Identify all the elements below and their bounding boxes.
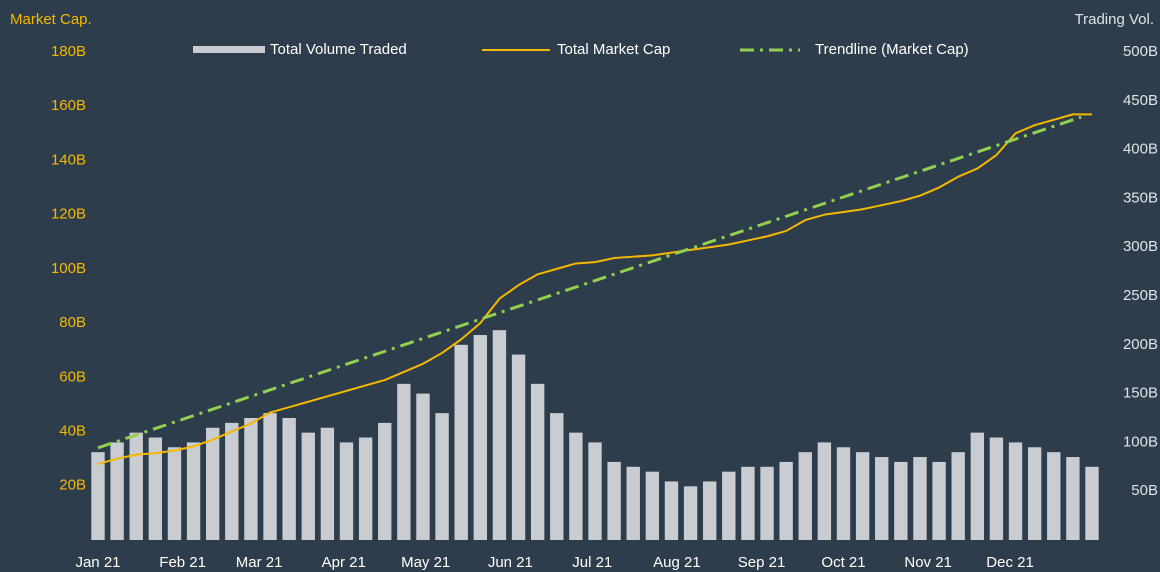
bar <box>206 427 220 540</box>
bar <box>435 413 449 540</box>
legend-label: Total Volume Traded <box>270 41 407 58</box>
y-axis-label: Market Cap. <box>10 11 92 28</box>
bar <box>492 330 507 540</box>
bar <box>473 335 487 540</box>
bar <box>167 447 182 540</box>
x-tick-label: Oct 21 <box>821 554 865 571</box>
bar <box>894 461 908 540</box>
y2-tick-label: 450B <box>1123 92 1158 109</box>
bar <box>244 418 258 540</box>
bar <box>722 471 736 540</box>
bar <box>186 442 201 540</box>
bar <box>301 432 315 540</box>
x-tick-label: Dec 21 <box>986 554 1034 571</box>
legend-label: Total Market Cap <box>557 41 670 58</box>
bar <box>320 427 335 540</box>
bar <box>378 422 392 540</box>
bar <box>397 383 411 540</box>
bar <box>416 393 430 540</box>
x-tick-label: Jan 21 <box>75 554 120 571</box>
y-tick-label: 140B <box>51 151 86 168</box>
bar <box>645 471 660 540</box>
y2-tick-label: 500B <box>1123 43 1158 60</box>
bar <box>1085 466 1099 540</box>
x-tick-label: Jul 21 <box>572 554 612 571</box>
y2-axis-label: Trading Vol. <box>1075 11 1155 28</box>
y-tick-label: 100B <box>51 260 86 277</box>
bar <box>683 486 698 540</box>
y2-tick-label: 50B <box>1131 482 1158 499</box>
bar <box>855 452 870 540</box>
bar <box>741 466 755 540</box>
x-tick-label: Nov 21 <box>904 554 952 571</box>
x-tick-label: Feb 21 <box>159 554 206 571</box>
y2-tick-label: 300B <box>1123 238 1158 255</box>
bar <box>511 354 526 540</box>
bar <box>358 437 373 540</box>
y-tick-label: 60B <box>59 368 86 385</box>
bar <box>1027 447 1042 540</box>
legend-swatch <box>193 46 265 53</box>
bar <box>798 452 812 540</box>
y-tick-label: 40B <box>59 423 86 440</box>
y-tick-label: 160B <box>51 97 86 114</box>
bar <box>550 413 564 540</box>
bar <box>836 447 851 540</box>
bar <box>932 461 946 540</box>
y-tick-label: 180B <box>51 43 86 60</box>
bar <box>530 383 545 540</box>
line <box>97 113 1092 466</box>
y2-tick-label: 150B <box>1123 385 1158 402</box>
x-tick-label: Mar 21 <box>236 554 283 571</box>
bar <box>951 452 965 540</box>
bar <box>588 442 602 540</box>
bar <box>1047 452 1061 540</box>
bar <box>129 432 143 540</box>
bar <box>454 344 468 540</box>
x-tick-label: Aug 21 <box>653 554 701 571</box>
bar <box>110 442 124 540</box>
y2-tick-label: 100B <box>1123 433 1158 450</box>
y2-tick-label: 250B <box>1123 287 1158 304</box>
x-tick-label: Sep 21 <box>738 554 786 571</box>
bar <box>779 461 793 540</box>
y2-tick-label: 400B <box>1123 141 1158 158</box>
bar <box>339 442 354 540</box>
y-tick-label: 80B <box>59 314 86 331</box>
bar <box>225 422 239 540</box>
bar <box>760 466 774 540</box>
legend-label: Trendline (Market Cap) <box>815 41 969 58</box>
y-tick-label: 120B <box>51 206 86 223</box>
bar <box>607 461 621 540</box>
bar <box>875 457 889 540</box>
bar <box>263 413 277 540</box>
bar <box>1066 457 1080 540</box>
y-tick-label: 20B <box>59 477 86 494</box>
legend: Total Volume Traded Total Market Cap Tre… <box>193 41 969 58</box>
bar <box>282 418 296 540</box>
bar <box>913 457 927 540</box>
bar <box>1008 442 1023 540</box>
x-tick-label: May 21 <box>401 554 450 571</box>
bar <box>703 481 717 540</box>
bar <box>970 432 984 540</box>
x-tick-label: Apr 21 <box>322 554 366 571</box>
x-tick-label: Jun 21 <box>488 554 533 571</box>
bar <box>817 442 832 540</box>
bar <box>989 437 1004 540</box>
bar <box>569 432 583 540</box>
bar <box>148 437 163 540</box>
y2-tick-label: 200B <box>1123 336 1158 353</box>
y2-tick-label: 350B <box>1123 189 1158 206</box>
bar <box>91 452 105 540</box>
bar <box>664 481 679 540</box>
bar <box>626 466 640 540</box>
